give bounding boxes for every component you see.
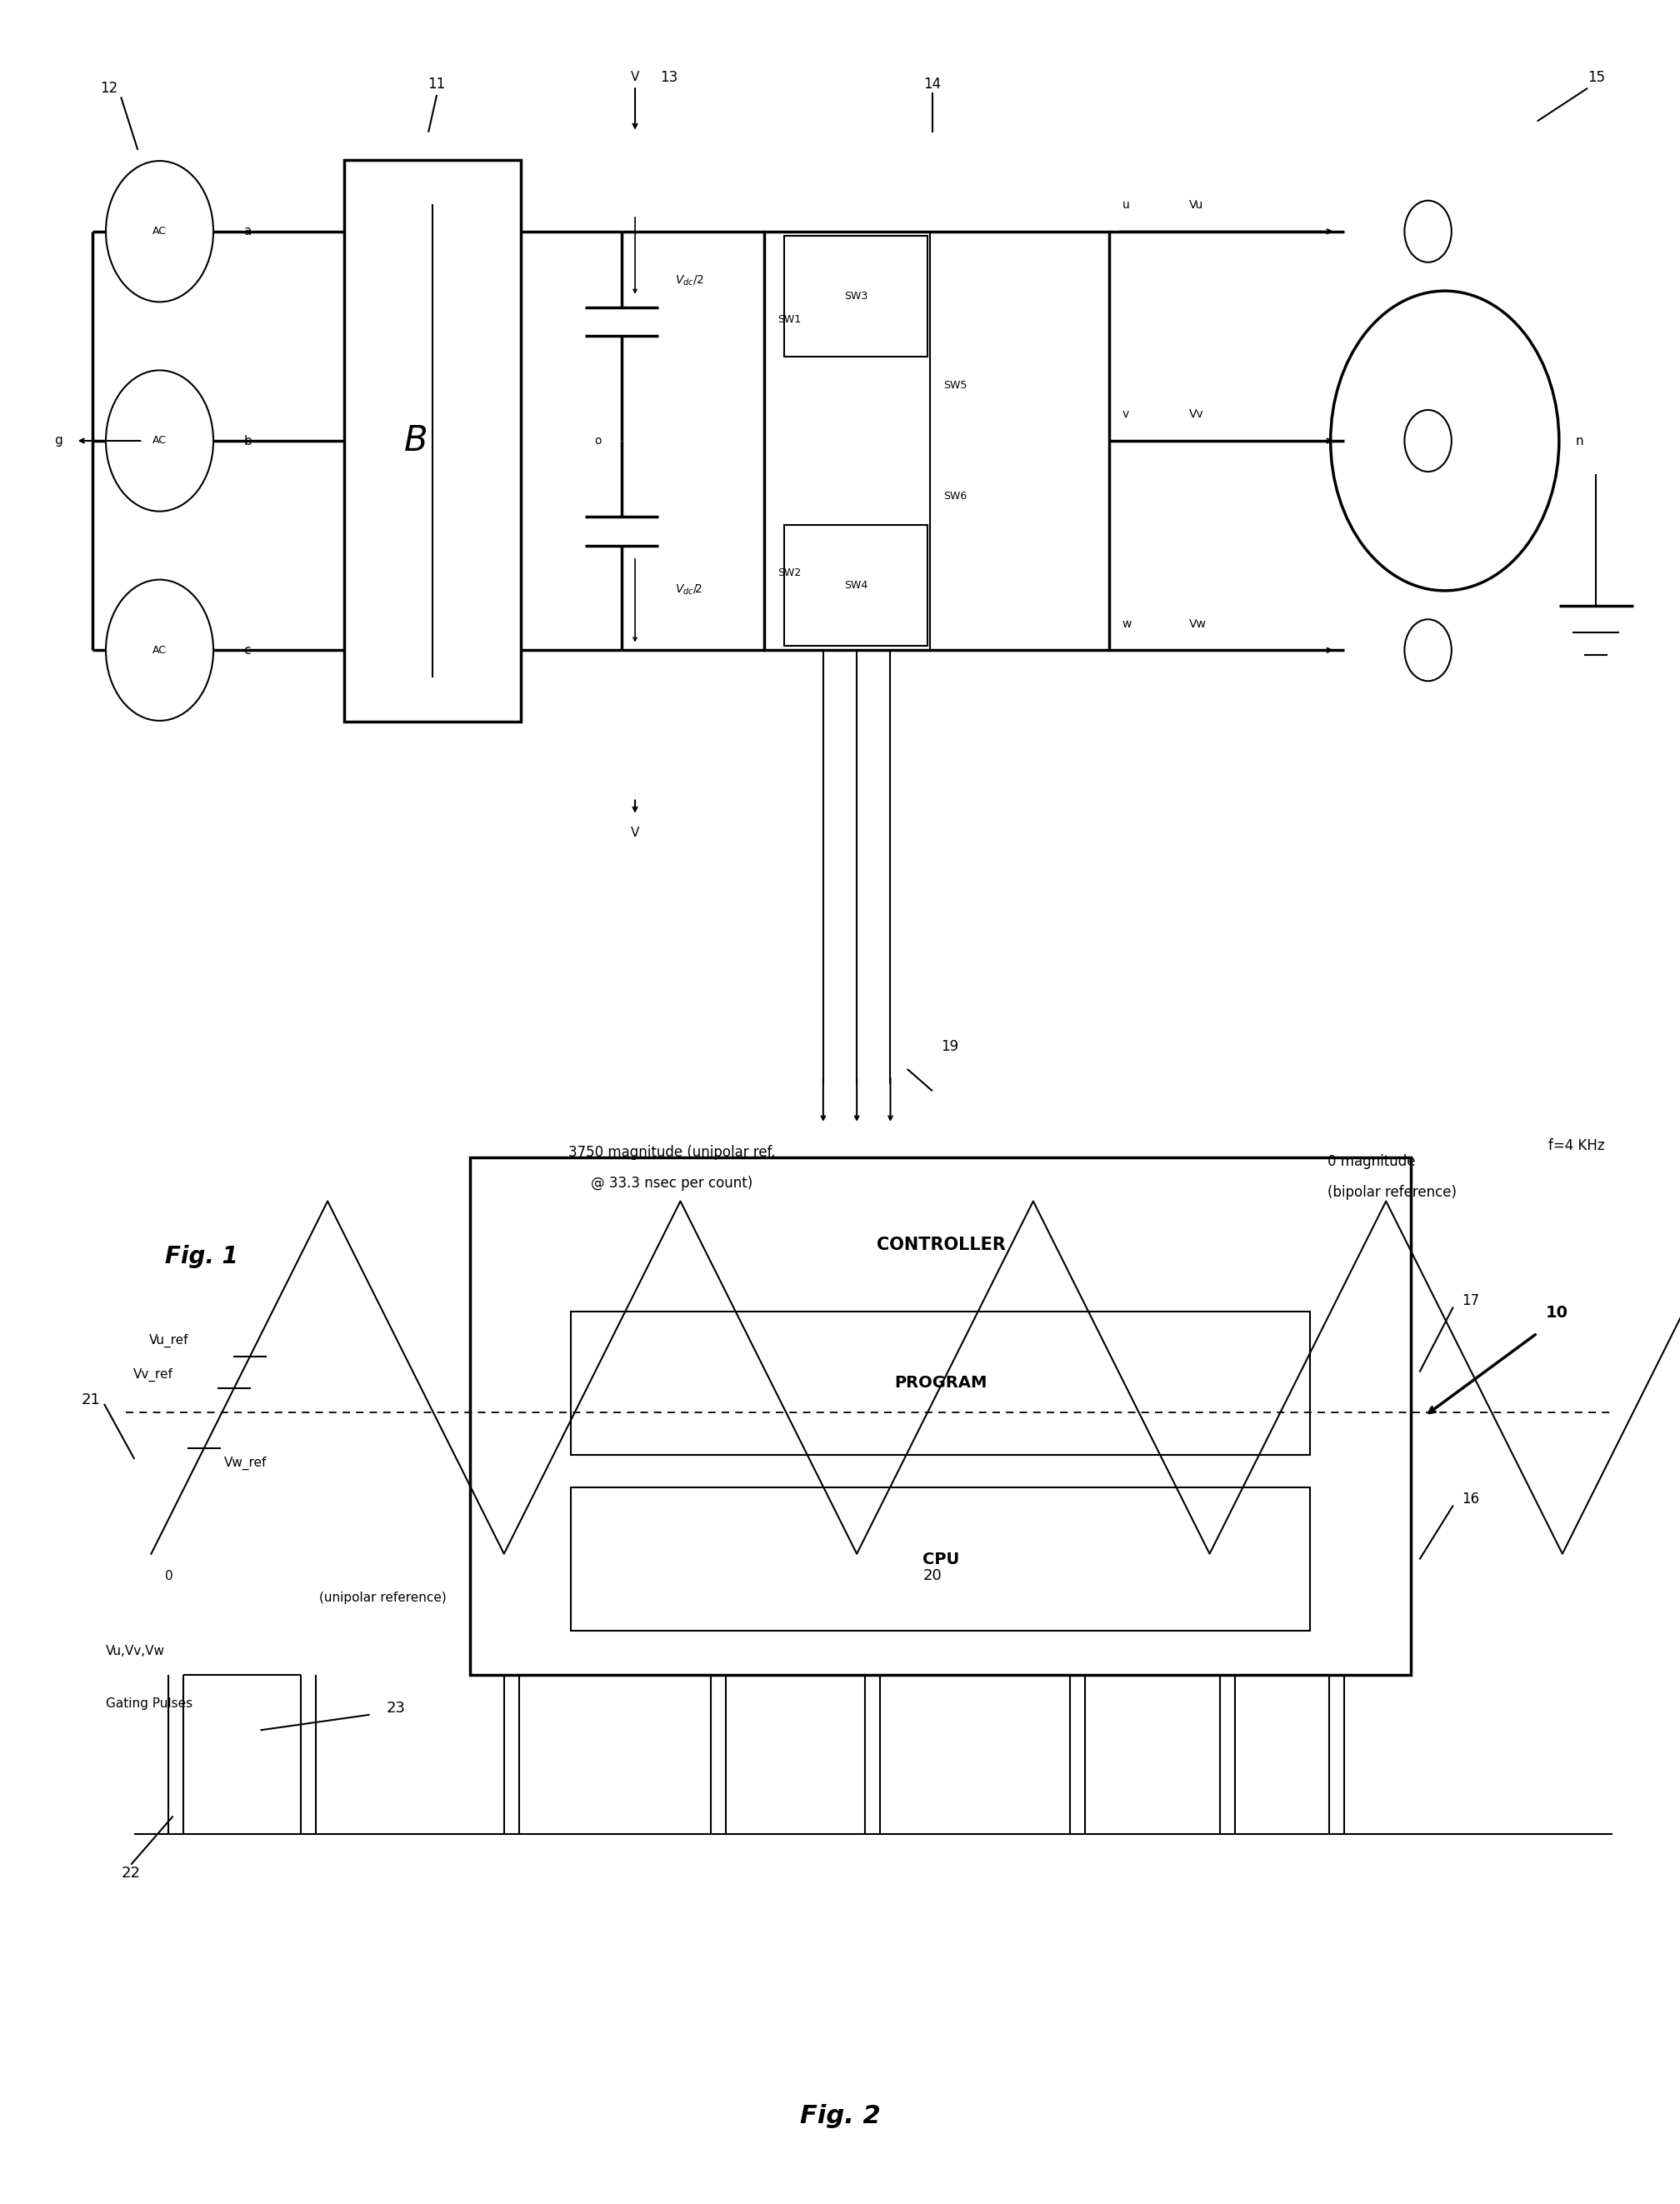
- Text: Vu: Vu: [1189, 198, 1205, 212]
- Text: o: o: [595, 434, 601, 447]
- Text: SW6: SW6: [942, 491, 966, 500]
- Text: 20: 20: [922, 1569, 942, 1582]
- Bar: [571, 1488, 1310, 1631]
- Text: 23: 23: [386, 1701, 405, 1715]
- Text: SW3: SW3: [843, 291, 869, 302]
- Text: (unipolar reference): (unipolar reference): [319, 1591, 447, 1605]
- Text: $V_{dc}/\!2$: $V_{dc}/\!2$: [675, 582, 702, 597]
- Bar: [785, 525, 927, 646]
- Bar: [571, 1311, 1310, 1455]
- Text: 12: 12: [101, 82, 118, 95]
- Text: 22: 22: [121, 1867, 139, 1880]
- Bar: [764, 231, 1109, 650]
- Text: 10: 10: [1546, 1305, 1567, 1320]
- Text: 14: 14: [924, 77, 941, 90]
- Text: Gating Pulses: Gating Pulses: [106, 1697, 193, 1710]
- Text: g: g: [54, 434, 62, 447]
- Text: @ 33.3 nsec per count): @ 33.3 nsec per count): [591, 1177, 753, 1190]
- Text: n: n: [1576, 434, 1584, 447]
- Text: (bipolar reference): (bipolar reference): [1327, 1186, 1457, 1199]
- Text: AC: AC: [153, 227, 166, 236]
- Text: SW4: SW4: [843, 580, 869, 591]
- Text: b: b: [244, 434, 252, 447]
- Text: SW5: SW5: [942, 381, 966, 390]
- Text: f=4 KHz: f=4 KHz: [1547, 1139, 1604, 1153]
- Text: AC: AC: [153, 436, 166, 445]
- Text: V: V: [630, 826, 640, 840]
- Text: 13: 13: [660, 71, 679, 84]
- Text: B: B: [403, 423, 428, 458]
- Text: CONTROLLER: CONTROLLER: [877, 1236, 1005, 1254]
- Text: 19: 19: [941, 1040, 958, 1054]
- Text: $V_{dc}/2$: $V_{dc}/2$: [675, 273, 704, 289]
- Text: a: a: [244, 225, 252, 238]
- Text: V: V: [630, 71, 640, 84]
- Text: Vv: Vv: [1189, 408, 1205, 421]
- Text: Vv_ref: Vv_ref: [133, 1369, 173, 1382]
- Bar: [344, 159, 521, 721]
- Text: 0: 0: [165, 1569, 173, 1582]
- Text: CPU: CPU: [922, 1552, 959, 1567]
- Text: Fig. 2: Fig. 2: [800, 2105, 880, 2127]
- Text: Vw_ref: Vw_ref: [225, 1457, 267, 1470]
- Bar: [470, 1157, 1411, 1675]
- Text: SW1: SW1: [778, 315, 801, 324]
- Text: 15: 15: [1588, 71, 1604, 84]
- Text: 21: 21: [82, 1393, 101, 1406]
- Text: Vu_ref: Vu_ref: [150, 1333, 188, 1347]
- Text: PROGRAM: PROGRAM: [894, 1375, 988, 1391]
- Text: 0 magnitude: 0 magnitude: [1327, 1155, 1415, 1168]
- Text: 11: 11: [428, 77, 445, 90]
- Text: v: v: [1122, 408, 1129, 421]
- Text: Fig. 1: Fig. 1: [165, 1245, 239, 1267]
- Text: 3750 magnitude (unipolar ref.: 3750 magnitude (unipolar ref.: [568, 1146, 776, 1159]
- Text: u: u: [1122, 198, 1129, 212]
- Text: c: c: [244, 644, 250, 657]
- Text: AC: AC: [153, 646, 166, 655]
- Text: SW2: SW2: [778, 569, 801, 577]
- Bar: [785, 236, 927, 357]
- Text: 16: 16: [1462, 1492, 1478, 1505]
- Text: 17: 17: [1462, 1294, 1478, 1307]
- Text: Vw: Vw: [1189, 617, 1206, 630]
- Text: Vu,Vv,Vw: Vu,Vv,Vw: [106, 1644, 165, 1657]
- Text: w: w: [1122, 617, 1132, 630]
